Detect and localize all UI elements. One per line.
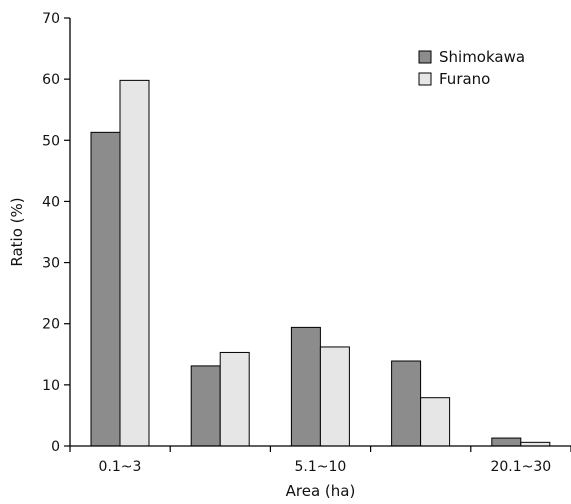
bar-shimokawa-10-1-20 bbox=[391, 360, 422, 447]
legend-swatch-shimokawa bbox=[418, 50, 432, 64]
bars-group bbox=[90, 79, 551, 447]
bar-furano-0-1-3 bbox=[119, 79, 150, 447]
x-tick-label: 20.1~30 bbox=[490, 459, 551, 475]
axes-group bbox=[69, 18, 571, 447]
bar-shimokawa-5-1-10 bbox=[290, 326, 321, 447]
x-axis-title: Area (ha) bbox=[286, 482, 356, 500]
legend-swatch-furano bbox=[418, 72, 432, 86]
x-tick-label: 5.1~10 bbox=[294, 459, 346, 475]
legend-label-furano: Furano bbox=[439, 70, 490, 88]
y-tick-label: 70 bbox=[42, 11, 60, 27]
y-ticks-group: 0 10 20 30 40 50 60 70 bbox=[42, 11, 70, 455]
y-tick-label: 50 bbox=[42, 133, 60, 149]
bar-furano-10-1-20 bbox=[420, 397, 451, 447]
y-tick-label: 0 bbox=[51, 439, 60, 455]
bar-shimokawa-3-1-5 bbox=[190, 365, 221, 447]
legend-label-shimokawa: Shimokawa bbox=[439, 48, 525, 66]
bar-furano-3-1-5 bbox=[219, 351, 250, 447]
y-tick-label: 30 bbox=[42, 256, 60, 272]
bar-furano-5-1-10 bbox=[319, 346, 350, 447]
y-axis-title: Ratio (%) bbox=[8, 197, 26, 266]
y-tick-label: 10 bbox=[42, 378, 60, 394]
x-tick-label: 0.1~3 bbox=[99, 459, 142, 475]
legend: Shimokawa Furano bbox=[418, 48, 525, 88]
y-tick-label: 60 bbox=[42, 72, 60, 88]
y-tick-label: 40 bbox=[42, 194, 60, 210]
x-ticks-group: 0.1~3 5.1~10 20.1~30 bbox=[69, 446, 571, 475]
bar-shimokawa-20-1-30 bbox=[491, 437, 522, 447]
bar-shimokawa-0-1-3 bbox=[90, 131, 121, 447]
y-tick-label: 20 bbox=[42, 317, 60, 333]
